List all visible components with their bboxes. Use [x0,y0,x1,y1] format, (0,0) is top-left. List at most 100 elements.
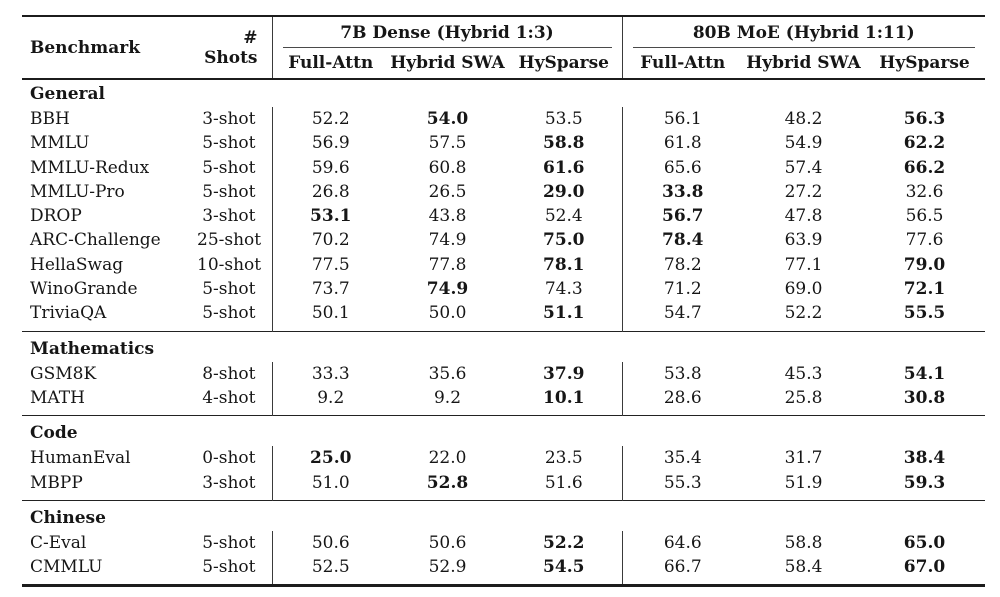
group-header-7b-dense: 7B Dense (Hybrid 1:3) [271,16,622,48]
table-row: MMLU-Redux 5-shot 59.6 60.8 61.6 65.6 57.4 66.2 [22,155,985,180]
value-cell: 50.0 [428,303,467,324]
value-cell: 35.4 [621,446,743,471]
value-cell: 28.6 [621,385,743,416]
shots-cell: 5-shot [202,532,256,553]
value-cell: 25.8 [784,387,823,408]
value-cell: 48.2 [784,109,823,129]
value-cell: 54.9 [784,133,823,154]
value-cell: 56.1 [621,107,743,132]
shots-cell: 10-shot [197,254,262,275]
table-row: DROP 3-shot 53.1 43.8 52.4 56.7 47.8 56.5 [22,204,985,229]
value-cell: 54.1 [903,363,946,384]
value-cell: 58.8 [784,532,823,553]
value-cell: 52.2 [271,107,389,132]
table-body: General BBH 3-shot 52.2 54.0 53.5 56.1 48.2 56.3… [22,79,985,586]
subcol-7b-hysparse: HySparse [518,53,609,73]
value-cell: 51.6 [544,472,583,493]
value-cell: 74.3 [544,279,583,300]
value-cell: 51.0 [271,470,389,501]
value-cell: 31.7 [784,448,823,469]
section-name: Code [22,415,985,447]
value-cell: 33.3 [271,361,389,386]
table-row: MMLU 5-shot 56.9 57.5 58.8 61.8 54.9 62.2 [22,131,985,156]
value-cell: 57.4 [784,157,823,178]
value-cell: 78.2 [621,252,743,278]
value-cell: 52.4 [544,206,583,227]
value-cell: 74.9 [426,279,469,300]
col-header-shots: # Shots [204,27,258,68]
value-cell: 26.8 [271,179,389,205]
benchmark-cell: ARC-Challenge [30,230,161,251]
value-cell: 67.0 [903,557,946,578]
value-cell: 25.0 [271,446,389,471]
table-row: BBH 3-shot 52.2 54.0 53.5 56.1 48.2 56.3 [22,107,985,132]
benchmark-table: Benchmark # Shots 7B Dense (Hybrid 1:3) … [22,15,985,588]
value-cell: 78.1 [543,254,585,275]
value-cell: 33.8 [621,179,743,205]
table-row: C-Eval 5-shot 50.6 50.6 52.2 64.6 58.8 65.0 [22,530,985,556]
subcol-80b-hybrid-swa: Hybrid SWA [746,53,861,73]
value-cell: 54.5 [543,557,585,578]
value-cell: 35.6 [428,363,467,384]
value-cell: 30.8 [903,387,946,408]
shots-cell: 3-shot [202,206,256,227]
value-cell: 47.8 [784,206,823,227]
section-name: Chinese [22,499,985,531]
value-cell: 78.4 [621,228,743,253]
value-cell: 65.0 [903,532,946,553]
table-row: MBPP 3-shot 51.0 52.8 51.6 55.3 51.9 59.3 [22,470,985,501]
group-label-80b-moe: 80B MoE (Hybrid 1:11) [692,22,915,43]
table-row: WinoGrande 5-shot 73.7 74.9 74.3 71.2 69.0 72.1 [22,277,985,302]
value-cell: 52.9 [428,557,467,578]
value-cell: 23.5 [544,448,583,469]
value-cell: 10.1 [543,387,585,408]
value-cell: 55.5 [903,303,946,324]
section-row: Mathematics [22,330,985,362]
value-cell: 66.2 [903,157,946,178]
shots-cell: 0-shot [202,448,256,469]
value-cell: 50.1 [271,301,389,332]
value-cell: 60.8 [428,157,467,178]
value-cell: 56.7 [621,204,743,229]
shots-cell: 5-shot [202,303,256,324]
shots-cell: 5-shot [202,557,256,578]
value-cell: 51.9 [784,472,823,493]
value-cell: 63.9 [784,230,823,251]
value-cell: 62.2 [903,133,946,154]
value-cell: 26.5 [428,181,467,202]
section-row: General [22,79,985,107]
benchmark-cell: HellaSwag [30,254,124,275]
value-cell: 57.5 [428,133,467,154]
section-name: General [30,84,105,104]
group-underline-80b [632,47,975,48]
value-cell: 29.0 [543,181,585,202]
benchmark-cell: MMLU-Redux [30,157,150,178]
value-cell: 52.2 [784,303,823,324]
table-row: HumanEval 0-shot 25.0 22.0 23.5 35.4 31.7 38.4 [22,446,985,471]
value-cell: 56.5 [905,206,944,227]
shots-cell: 8-shot [202,363,256,384]
value-cell: 55.3 [621,470,743,501]
value-cell: 71.2 [621,277,743,302]
value-cell: 77.8 [428,254,467,275]
subcol-7b-hybrid-swa: Hybrid SWA [390,53,505,73]
benchmark-cell: WinoGrande [30,279,138,300]
value-cell: 58.4 [784,557,823,578]
benchmark-cell: HumanEval [30,448,131,469]
value-cell: 51.1 [543,303,585,324]
benchmark-cell: MMLU [30,133,90,154]
value-cell: 65.6 [621,155,743,180]
value-cell: 77.5 [271,252,389,278]
group-header-row: Benchmark # Shots 7B Dense (Hybrid 1:3) … [22,16,985,68]
table-row: CMMLU 5-shot 52.5 52.9 54.5 66.7 58.4 67.0 [22,555,985,586]
table-row: ARC-Challenge 25-shot 70.2 74.9 75.0 78.4 63.9… [22,228,985,253]
shots-cell: 3-shot [202,472,256,493]
value-cell: 43.8 [428,206,467,227]
value-cell: 69.0 [784,279,823,300]
value-cell: 52.8 [426,472,469,493]
subcol-80b-full-attn: Full-Attn [621,48,743,79]
shots-cell: 4-shot [202,387,256,408]
col-header-benchmark: Benchmark [30,37,140,58]
value-cell: 45.3 [784,363,823,384]
value-cell: 37.9 [543,363,585,384]
